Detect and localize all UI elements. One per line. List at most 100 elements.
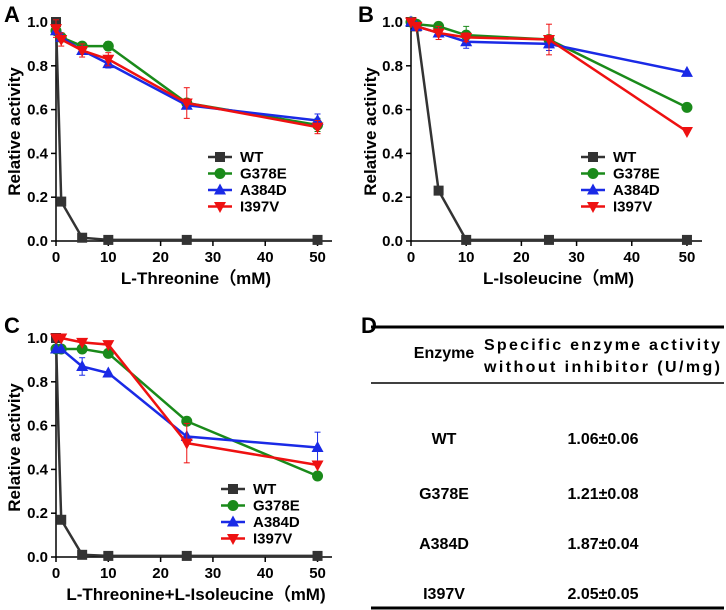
y-axis-title: Relative activity xyxy=(5,383,24,512)
x-axis-title: L-Threonine（mM) xyxy=(121,268,271,288)
y-tick-label: 0.8 xyxy=(382,58,403,75)
y-tick-label: 0.4 xyxy=(27,145,49,162)
table-row-enzyme: I397V xyxy=(423,586,465,603)
x-tick-label: 10 xyxy=(100,249,117,266)
x-tick-label: 10 xyxy=(100,565,117,582)
legend-marker xyxy=(587,168,599,179)
legend-label: WT xyxy=(613,149,636,166)
data-point xyxy=(680,65,693,77)
table-row-enzyme: WT xyxy=(432,431,457,448)
legend-entry: G378E xyxy=(221,498,300,515)
x-axis-title: L-Isoleucine（mM) xyxy=(483,268,634,288)
legend-entry: WT xyxy=(221,481,276,498)
y-tick-label: 0.0 xyxy=(382,233,403,250)
y-tick-label: 1.0 xyxy=(27,14,48,31)
data-point xyxy=(55,342,68,354)
y-tick-label: 1.0 xyxy=(27,330,48,347)
panel-d-table: D Enzyme Specific enzyme activity withou… xyxy=(361,313,724,610)
y-tick-label: 0.0 xyxy=(27,233,48,250)
data-point xyxy=(312,234,323,245)
data-point xyxy=(77,549,88,560)
data-point xyxy=(56,196,67,207)
legend-marker xyxy=(227,534,239,545)
data-point xyxy=(405,17,417,29)
legend-entry: A384D xyxy=(581,182,660,199)
legend-label: I397V xyxy=(240,199,279,216)
legend-marker xyxy=(588,152,598,162)
x-tick-label: 0 xyxy=(52,249,60,266)
legend-entry: I397V xyxy=(208,199,279,216)
data-point xyxy=(311,122,324,134)
x-tick-label: 10 xyxy=(458,249,475,266)
x-tick-label: 50 xyxy=(309,565,326,582)
data-point xyxy=(56,514,67,525)
panel-letter: B xyxy=(358,2,374,27)
data-point xyxy=(102,40,114,52)
panel-d-letter: D xyxy=(361,313,377,338)
legend-entry: A384D xyxy=(208,182,287,199)
series-i397v xyxy=(405,17,693,138)
legend-label: A384D xyxy=(240,182,287,199)
legend-marker xyxy=(228,484,238,494)
data-point xyxy=(76,343,88,355)
data-point xyxy=(312,550,323,561)
legend-label: WT xyxy=(240,149,263,166)
data-point xyxy=(410,21,423,33)
series-wt xyxy=(51,17,323,245)
data-point xyxy=(460,32,473,44)
legend-entry: I397V xyxy=(581,199,652,216)
data-point xyxy=(50,24,62,36)
legend-marker xyxy=(214,183,226,195)
x-tick-label: 30 xyxy=(205,565,222,582)
data-point xyxy=(180,98,193,110)
panel-b: B 0.0 0.2 0.4 0.6 0.8 1.0 0 10 20 30 40 50 Relative a… xyxy=(358,2,702,288)
y-axis-title: Relative activity xyxy=(361,67,380,196)
y-tick-label: 0.8 xyxy=(27,58,48,75)
x-tick-label: 0 xyxy=(52,565,60,582)
legend-entry: WT xyxy=(208,149,263,166)
series-i397v xyxy=(50,333,324,472)
panel-letter: A xyxy=(4,2,20,27)
data-point xyxy=(55,333,68,345)
panel-letter: C xyxy=(4,313,20,338)
legend-entry: G378E xyxy=(208,166,287,183)
panel-c: C 0.0 0.2 0.4 0.6 0.8 1.0 0 10 20 30 40 50 Relative a… xyxy=(4,313,332,604)
data-point xyxy=(76,45,89,57)
data-point xyxy=(76,337,89,349)
data-point xyxy=(542,35,555,47)
legend-label: A384D xyxy=(613,182,660,199)
y-tick-label: 0.2 xyxy=(27,189,48,206)
y-tick-label: 0.6 xyxy=(382,102,403,119)
table-row-enzyme: G378E xyxy=(419,486,469,503)
data-point xyxy=(311,460,324,472)
data-point xyxy=(543,234,554,245)
y-tick-label: 0.4 xyxy=(27,461,49,478)
legend-label: G378E xyxy=(240,166,287,183)
x-tick-label: 50 xyxy=(679,249,696,266)
data-point xyxy=(77,232,88,243)
x-tick-label: 0 xyxy=(407,249,415,266)
x-tick-label: 20 xyxy=(152,565,169,582)
data-point xyxy=(102,366,115,378)
data-point xyxy=(432,28,445,40)
legend-label: WT xyxy=(253,481,276,498)
data-point xyxy=(102,340,115,352)
legend-marker xyxy=(214,168,226,179)
data-point xyxy=(181,550,192,561)
data-point xyxy=(103,234,114,245)
y-tick-label: 0.6 xyxy=(27,418,48,435)
x-tick-label: 40 xyxy=(257,249,274,266)
legend-marker xyxy=(227,500,239,511)
legend-marker xyxy=(215,152,225,162)
data-point xyxy=(102,347,114,359)
x-axis-title: L-Threonine+L-Isoleucine（mM) xyxy=(66,584,325,604)
table-row-activity: 1.21±0.08 xyxy=(567,486,638,503)
legend-entry: WT xyxy=(581,149,636,166)
table-header-enzyme: Enzyme xyxy=(414,345,475,362)
legend-entry: A384D xyxy=(221,514,300,531)
data-point xyxy=(311,441,324,452)
legend-marker xyxy=(587,183,599,195)
table-row-activity: 1.06±0.06 xyxy=(567,431,638,448)
y-tick-label: 0.4 xyxy=(382,145,404,162)
